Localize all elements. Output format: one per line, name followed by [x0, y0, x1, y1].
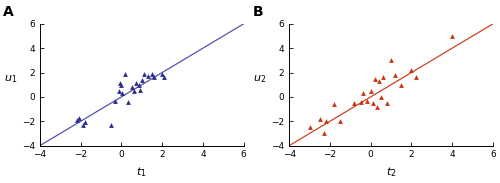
Point	[330, 103, 338, 106]
Point	[362, 99, 370, 102]
Point	[375, 80, 383, 83]
Text: A: A	[3, 5, 14, 19]
Point	[116, 89, 124, 92]
Y-axis label: $u_1$: $u_1$	[4, 73, 18, 85]
Text: B: B	[252, 5, 263, 19]
Point	[138, 78, 146, 81]
Point	[74, 116, 82, 119]
Point	[358, 92, 366, 95]
Point	[130, 89, 138, 92]
Point	[383, 102, 391, 104]
X-axis label: $t_1$: $t_1$	[136, 165, 147, 179]
Point	[316, 117, 324, 120]
Point	[306, 126, 314, 129]
Point	[377, 95, 385, 98]
Point	[148, 72, 156, 75]
Point	[320, 132, 328, 135]
Point	[128, 86, 136, 89]
Point	[368, 102, 376, 104]
Point	[134, 83, 142, 86]
Point	[408, 69, 416, 72]
X-axis label: $t_2$: $t_2$	[386, 165, 396, 179]
Point	[118, 83, 126, 86]
Point	[80, 121, 88, 124]
Point	[150, 76, 158, 79]
Y-axis label: $u_2$: $u_2$	[254, 73, 266, 85]
Point	[124, 100, 132, 103]
Point	[160, 76, 168, 79]
Point	[371, 77, 379, 80]
Point	[118, 92, 126, 95]
Point	[122, 72, 130, 75]
Point	[373, 105, 381, 108]
Point	[107, 124, 115, 126]
Point	[140, 73, 148, 76]
Point	[356, 100, 364, 103]
Point	[412, 76, 420, 79]
Point	[387, 59, 395, 62]
Point	[350, 102, 358, 104]
Point	[112, 99, 120, 102]
Point	[398, 83, 406, 86]
Point	[448, 35, 456, 38]
Point	[158, 73, 166, 76]
Point	[366, 89, 374, 92]
Point	[379, 76, 387, 79]
Point	[322, 120, 330, 123]
Point	[132, 82, 140, 85]
Point	[144, 75, 152, 78]
Point	[116, 82, 124, 85]
Point	[136, 88, 144, 91]
Point	[391, 74, 399, 76]
Point	[336, 120, 344, 123]
Point	[78, 124, 86, 126]
Point	[72, 119, 80, 122]
